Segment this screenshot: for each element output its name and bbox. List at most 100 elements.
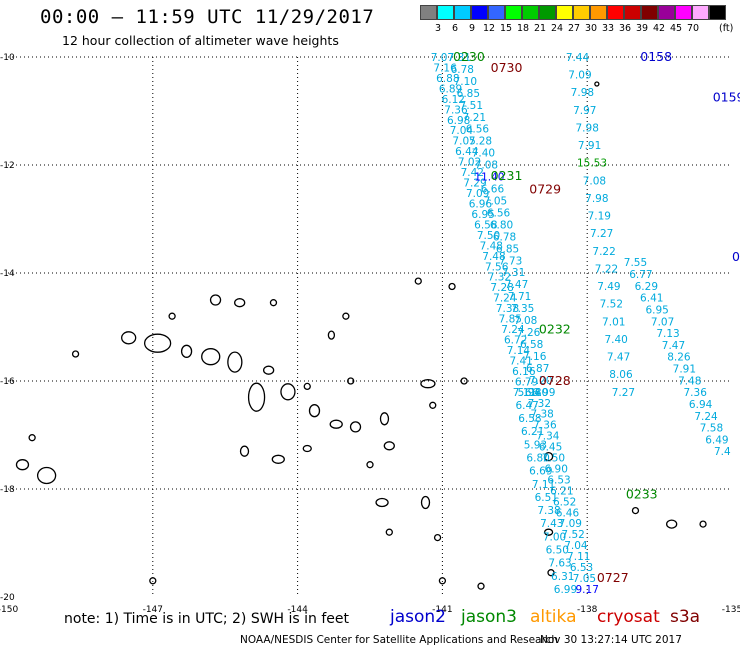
wave-height-value: 6.58 xyxy=(520,339,543,351)
wave-height-value: 7.42 xyxy=(461,167,484,179)
lat-tick-label: -18 xyxy=(0,485,15,495)
wave-height-value: 7.11 xyxy=(513,387,536,399)
wave-height-value: 6.58 xyxy=(518,413,541,425)
island-outline-isl-11 xyxy=(262,365,275,375)
wave-height-value: 7.98 xyxy=(571,87,594,99)
wave-height-value: 6.96 xyxy=(469,198,493,210)
wave-height-value: 7.04 xyxy=(450,125,474,137)
wave-height-value: 15.53 xyxy=(577,158,607,170)
color-swatch-0 xyxy=(420,5,437,20)
mission-label-altika: altika xyxy=(530,607,577,627)
island-outline-isl-28 xyxy=(448,282,456,291)
wave-height-value: 7.24 xyxy=(493,293,517,305)
wave-height-value: 6.29 xyxy=(635,281,658,293)
wave-height-value: 7.36 xyxy=(444,104,468,116)
island-outline-isl-8 xyxy=(234,298,246,308)
color-scale-tick-label: 70 xyxy=(686,23,700,34)
lon-tick-label: -138 xyxy=(577,605,598,615)
wave-height-value: 7.28 xyxy=(490,282,513,294)
wave-height-value: 7.91 xyxy=(578,140,601,152)
wave-height-value: 7.98 xyxy=(576,122,599,134)
wave-height-value: 6.78 xyxy=(451,64,474,76)
lon-tick-label: -141 xyxy=(432,605,452,615)
island-outline-isl-4 xyxy=(121,331,137,345)
wave-height-value: 6.78 xyxy=(493,231,516,243)
wave-height-value: 7.4 xyxy=(714,446,731,458)
island-outline-isl-22 xyxy=(420,379,436,389)
island-outline-isl-44 xyxy=(303,382,311,391)
wave-height-value: 6.98 xyxy=(447,115,470,127)
wave-height-value: 6.21 xyxy=(521,426,544,438)
color-swatch-5 xyxy=(505,5,522,20)
wave-height-value: 7.85 xyxy=(499,314,522,326)
wave-height-value: 6.79 xyxy=(515,376,538,388)
wave-height-value: 6.49 xyxy=(705,434,728,446)
lat-tick-label: -16 xyxy=(0,377,15,387)
wave-height-value: 7.71 xyxy=(508,291,531,303)
wave-height-value: 8.26 xyxy=(667,352,691,364)
color-scale-tick-label: 12 xyxy=(482,23,496,34)
wave-height-value: 6.80 xyxy=(526,453,549,465)
wave-height-value: 7.20 xyxy=(529,375,552,387)
wave-height-value: 7.73 xyxy=(499,255,522,267)
wave-height-value: 7.11 xyxy=(567,551,590,563)
wave-height-value: 7.51 xyxy=(460,100,483,112)
wave-height-value: 7.47 xyxy=(505,279,528,291)
color-swatch-13 xyxy=(641,5,658,20)
wave-height-value: 7.52 xyxy=(561,529,584,541)
color-swatch-7 xyxy=(539,5,556,20)
wave-height-value: 6.77 xyxy=(629,269,652,281)
lat-tick-label: -14 xyxy=(0,269,15,279)
color-scale-tick-label: 39 xyxy=(635,23,649,34)
color-swatch-14 xyxy=(658,5,675,20)
lat-tick-label: -20 xyxy=(0,593,15,603)
wave-height-value: 5.93 xyxy=(524,439,547,451)
island-outline-isl-6 xyxy=(180,344,193,358)
island-outline-isl-19 xyxy=(302,444,312,453)
wave-height-value: 7.09 xyxy=(568,70,591,82)
color-swatch-8 xyxy=(556,5,573,20)
wave-height-value: 6.87 xyxy=(526,363,549,375)
island-outline-isl-5 xyxy=(143,333,172,353)
island-outline-isl-37 xyxy=(547,569,555,577)
island-outline-isl-20 xyxy=(271,454,285,464)
pass-time-label-0233: 0233 xyxy=(626,486,658,501)
wave-height-value: 7.05 xyxy=(452,136,475,148)
wave-height-value: 5.94 xyxy=(518,387,542,399)
island-outline-isl-21 xyxy=(239,445,250,457)
island-outline-isl-47 xyxy=(347,377,355,385)
color-scale-tick-label: 9 xyxy=(468,23,476,34)
island-outline-isl-43 xyxy=(438,577,447,585)
wave-height-value: 7.58 xyxy=(700,423,723,435)
wave-height-value: 6.95 xyxy=(471,209,494,221)
wave-height-value: 6.45 xyxy=(539,442,562,454)
color-scale-tick-label: 27 xyxy=(567,23,581,34)
wave-height-value: 6.46 xyxy=(556,507,580,519)
color-scale-tick-label: 42 xyxy=(652,23,666,34)
wave-height-value: 7.09 xyxy=(466,188,489,200)
wave-height-value: 6.94 xyxy=(689,399,713,411)
color-scale-tick-label: 24 xyxy=(550,23,564,34)
color-swatch-10 xyxy=(590,5,607,20)
wave-height-value: 7.28 xyxy=(469,136,492,148)
pass-time-label-0730: 0730 xyxy=(491,60,523,75)
wave-height-value: 6.80 xyxy=(525,387,548,399)
wave-height-value: 7.31 xyxy=(448,52,471,64)
color-swatch-17 xyxy=(709,5,726,20)
page-subtitle: 12 hour collection of altimeter wave hei… xyxy=(62,33,339,48)
lat-tick-label: -10 xyxy=(0,53,15,63)
wave-height-value: 7.32 xyxy=(528,398,551,410)
wave-height-value: 6.56 xyxy=(487,207,511,219)
color-swatch-12 xyxy=(624,5,641,20)
page-title: 00:00 – 11:59 UTC 11/29/2017 xyxy=(40,6,375,28)
island-outline-isl-1 xyxy=(15,459,30,471)
wave-height-value: 7.52 xyxy=(600,299,623,311)
wave-height-value: 7.08 xyxy=(475,160,498,172)
wave-height-value: 7.40 xyxy=(604,334,627,346)
island-outline-isl-42 xyxy=(149,577,157,585)
pass-time-label-0230: 0230 xyxy=(453,49,485,64)
wave-height-value: 7.44 xyxy=(566,52,590,64)
wave-height-value: 7.38 xyxy=(530,409,553,421)
wave-height-value: 6.66 xyxy=(481,184,505,196)
lon-tick-label: -147 xyxy=(143,605,163,615)
